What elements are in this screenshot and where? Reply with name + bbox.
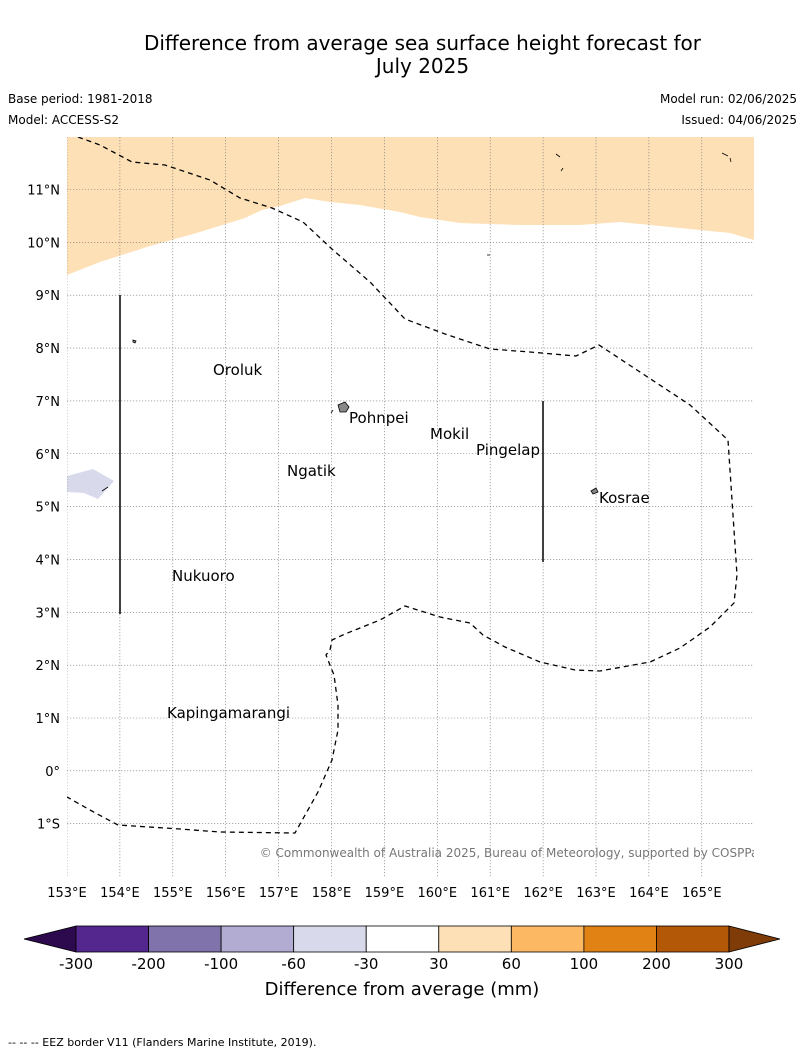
longitude-label: 156°E (206, 886, 246, 901)
colorbar-tick-label: 100 (570, 955, 599, 973)
place-label-pohnpei: Pohnpei (349, 409, 409, 427)
island-nw-1 (555, 153, 561, 158)
map-title: Difference from average sea surface heig… (0, 32, 804, 78)
model-run: Model run: 02/06/2025 (659, 92, 797, 106)
latitude-label: 8°N (36, 342, 61, 357)
place-label-oroluk: Oroluk (213, 361, 262, 379)
longitude-label: 153°E (47, 886, 87, 901)
place-label-mokil: Mokil (430, 425, 469, 443)
latitude-label: 9°N (36, 289, 61, 304)
island-pohnpei (337, 401, 350, 413)
colorbar-segment (148, 925, 222, 953)
colorbar-segment (656, 925, 730, 953)
latitude-label: 11°N (27, 184, 60, 199)
colorbar-tick-label: -30 (354, 955, 379, 973)
longitude-label: 155°E (153, 886, 193, 901)
longitude-label: 161°E (470, 886, 510, 901)
colorbar-segment (75, 925, 149, 953)
latitude-label: 1°N (36, 712, 61, 727)
longitude-labels: 153°E 154°E 155°E 156°E 157°E 158°E 159°E 160°E… (47, 886, 721, 901)
island-ne (721, 152, 729, 157)
colorbar-segment (438, 925, 512, 953)
colorbar-tick-label: -300 (59, 955, 93, 973)
place-labels: Oroluk Pohnpei Mokil Pingelap Ngatik Kos… (167, 361, 650, 722)
colorbar-label: Difference from average (mm) (264, 979, 540, 1000)
latitude-label: 6°N (36, 448, 61, 463)
islands (101, 152, 732, 495)
longitude-label: 165°E (682, 886, 722, 901)
map-plot-area: Oroluk Pohnpei Mokil Pingelap Ngatik Kos… (67, 137, 765, 878)
latitude-label: 1°S (37, 818, 60, 833)
longitude-label: 162°E (523, 886, 563, 901)
eez-footnote: -- -- -- EEZ border V11 (Flanders Marine… (8, 1036, 317, 1049)
colorbar-extend-low (23, 925, 77, 953)
latitude-label: 2°N (36, 659, 61, 674)
colorbar-tick-label: 200 (642, 955, 671, 973)
colorbar-tick-labels: -300 -200 -100 -60 -30 30 60 100 200 300 (59, 955, 743, 973)
longitude-label: 154°E (100, 886, 140, 901)
colorbar-segment (220, 925, 295, 953)
copyright-text: © Commonwealth of Australia 2025, Bureau… (260, 846, 765, 860)
colorbar-segment (583, 925, 657, 953)
island-ne-2 (729, 157, 732, 163)
colorbar-tick-label: 60 (502, 955, 521, 973)
island-pakin (132, 339, 137, 344)
model-name: Model: ACCESS-S2 (8, 113, 120, 127)
map-title-line1: Difference from average sea surface heig… (143, 31, 702, 55)
island-kosrae (590, 487, 599, 495)
colorbar (23, 925, 781, 953)
colorbar-tick-label: -60 (281, 955, 306, 973)
latitude-label: 4°N (36, 553, 61, 568)
base-period: Base period: 1981-2018 (8, 92, 153, 106)
anomaly-positive-region (67, 137, 754, 275)
longitude-label: 158°E (312, 886, 352, 901)
longitude-label: 164°E (629, 886, 669, 901)
place-label-ngatik: Ngatik (287, 462, 336, 480)
place-label-kapingamarangi: Kapingamarangi (167, 704, 290, 722)
issued-date: Issued: 04/06/2025 (681, 113, 797, 127)
colorbar-segment (510, 925, 585, 953)
anomaly-negative-region (67, 469, 114, 499)
place-label-nukuoro: Nukuoro (172, 567, 235, 585)
colorbar-segment (365, 925, 440, 953)
colorbar-segment (293, 925, 367, 953)
colorbar-tick-label: 30 (429, 955, 448, 973)
longitude-label: 163°E (576, 886, 616, 901)
longitude-label: 160°E (418, 886, 458, 901)
eez-border (67, 137, 738, 834)
place-label-kosrae: Kosrae (599, 489, 650, 507)
latitude-label: 7°N (36, 395, 61, 410)
latitude-label: 0° (45, 765, 60, 780)
latitude-label: 5°N (36, 501, 61, 516)
place-label-pingelap: Pingelap (476, 441, 540, 459)
island-ant (330, 409, 334, 414)
latitude-label: 3°N (36, 606, 61, 621)
longitude-label: 157°E (259, 886, 299, 901)
island-nw-2 (560, 167, 564, 172)
latitude-label: 10°N (27, 236, 60, 251)
colorbar-extend-high (728, 925, 781, 953)
colorbar-tick-label: -100 (204, 955, 238, 973)
map-gridlines (67, 137, 754, 878)
colorbar-tick-label: 300 (715, 955, 744, 973)
longitude-label: 159°E (365, 886, 405, 901)
colorbar-tick-label: -200 (132, 955, 166, 973)
latitude-labels: 11°N 10°N 9°N 8°N 7°N 6°N 5°N 4°N 3°N 2°N 1°N 0° 1°S (27, 184, 60, 833)
island-w-reef (101, 486, 109, 492)
map-title-line2: July 2025 (375, 54, 470, 78)
